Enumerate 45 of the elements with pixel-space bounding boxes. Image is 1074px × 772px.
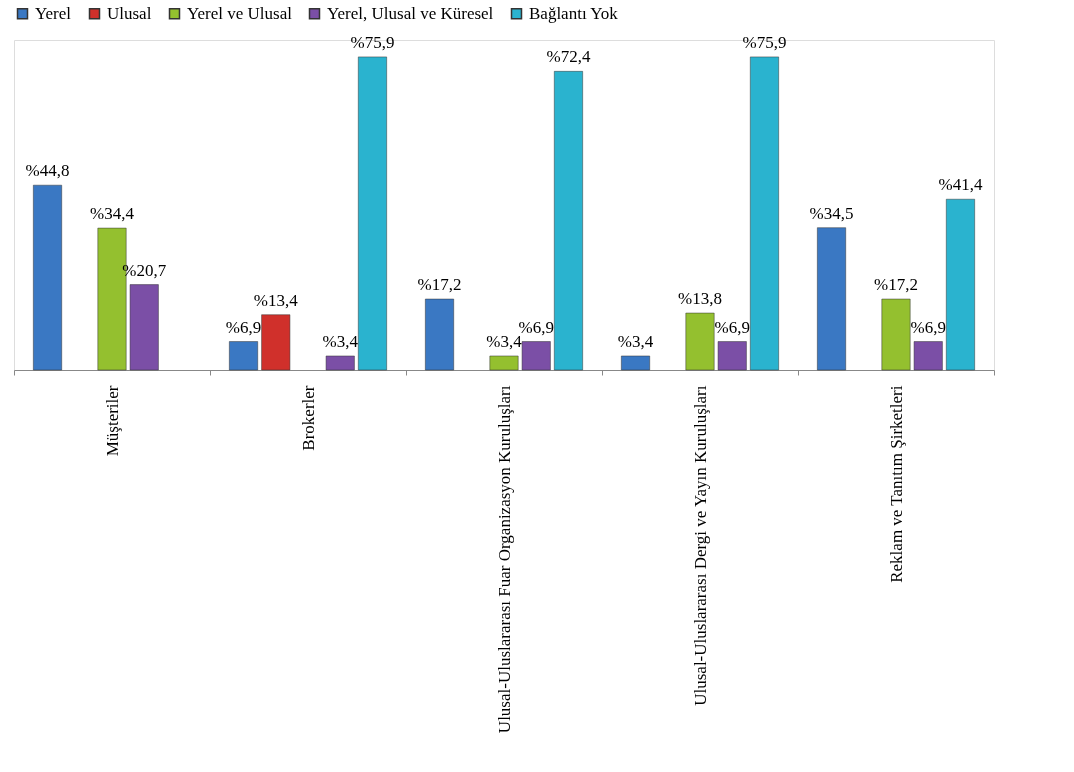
data-label: %3,4 [617,331,654,351]
x-tick-label: Reklam ve Tanıtım Şirketleri [886,385,906,583]
bar [881,298,911,371]
data-label: %6,9 [518,317,554,337]
data-label: %17,2 [874,275,918,295]
legend-label: Ulusal [107,3,152,23]
data-label: %34,4 [90,204,135,224]
bar [33,184,62,371]
bar [621,355,650,371]
x-tick-label: Müşteriler [102,385,122,457]
data-label: %75,9 [742,32,787,52]
bar [521,341,551,371]
data-label: %72,4 [546,47,591,67]
data-label: %75,9 [350,32,395,52]
data-label: %41,4 [938,175,983,195]
bar [358,56,387,371]
bar [229,341,258,371]
bar [913,341,943,371]
legend-label: Yerel ve Ulusal [187,3,293,23]
data-label: %6,9 [714,317,750,337]
bar [685,312,715,371]
bar [325,355,355,371]
bar [750,56,779,371]
bar [817,227,846,371]
legend-label: Yerel [35,3,72,23]
x-tick-label: Ulusal-Uluslararası Dergi ve Yayın Kuruluşları [690,385,710,706]
bar [489,355,519,371]
bar [554,71,583,371]
bar [717,341,747,371]
legend-label: Yerel, Ulusal ve Küresel [327,3,494,23]
bar [946,198,975,371]
data-label: %13,8 [678,289,722,309]
data-label: %13,4 [253,290,299,310]
data-label: %17,2 [417,275,462,295]
data-label: %3,4 [322,331,359,351]
bar [261,314,291,371]
data-label: %6,9 [225,317,262,337]
bar [129,284,159,371]
data-label: %44,8 [25,161,70,181]
data-label: %34,5 [809,203,854,223]
x-tick-label: Ulusal-Uluslararası Fuar Organizasyon Kuruluşları [494,385,514,734]
bar [425,298,454,371]
data-label: %6,9 [910,317,946,337]
legend-label: Bağlantı Yok [529,3,619,23]
x-tick-label: Brokerler [298,385,318,451]
